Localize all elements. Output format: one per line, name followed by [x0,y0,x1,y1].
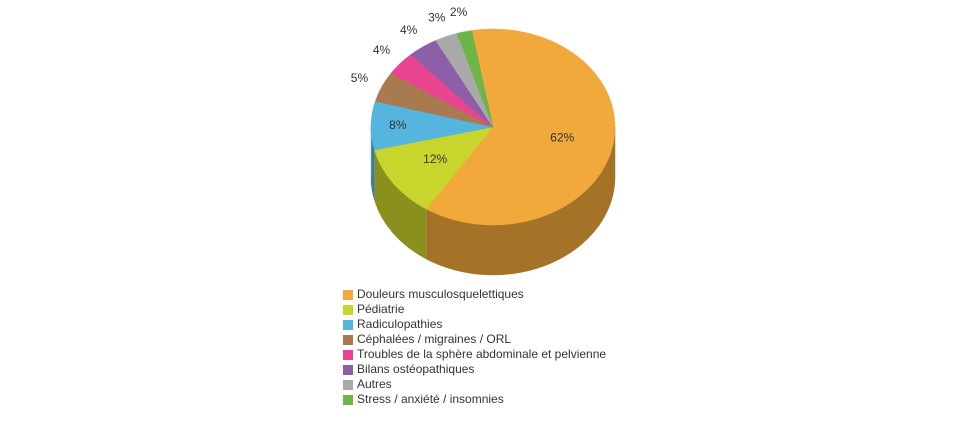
legend-swatch [343,305,353,315]
legend-swatch [343,365,353,375]
legend-label: Céphalées / migraines / ORL [357,332,511,346]
value-label: 62% [550,131,574,145]
value-label: 2% [450,5,468,19]
value-label: 4% [400,23,418,37]
legend-swatch [343,380,353,390]
legend-swatch [343,290,353,300]
legend-label: Autres [357,377,392,391]
legend-swatch [343,320,353,330]
slice [456,30,494,128]
legend-label: Radiculopathies [357,317,442,331]
legend-label: Pédiatrie [357,302,405,316]
value-label: 4% [373,43,391,57]
legend-swatch [343,335,353,345]
slice [425,28,616,226]
value-label: 8% [389,118,407,132]
slice [374,126,494,210]
legend-label: Bilans ostéopathiques [357,362,474,376]
legend-label: Douleurs musculosquelettiques [357,287,524,301]
value-label: 5% [351,71,369,85]
legend-swatch [343,395,353,405]
legend-swatch [343,350,353,360]
value-label: 3% [428,11,446,25]
legend-label: Troubles de la sphère abdominale et pelv… [357,347,606,361]
value-label: 12% [423,152,447,166]
legend-label: Stress / anxiété / insomnies [357,392,504,406]
